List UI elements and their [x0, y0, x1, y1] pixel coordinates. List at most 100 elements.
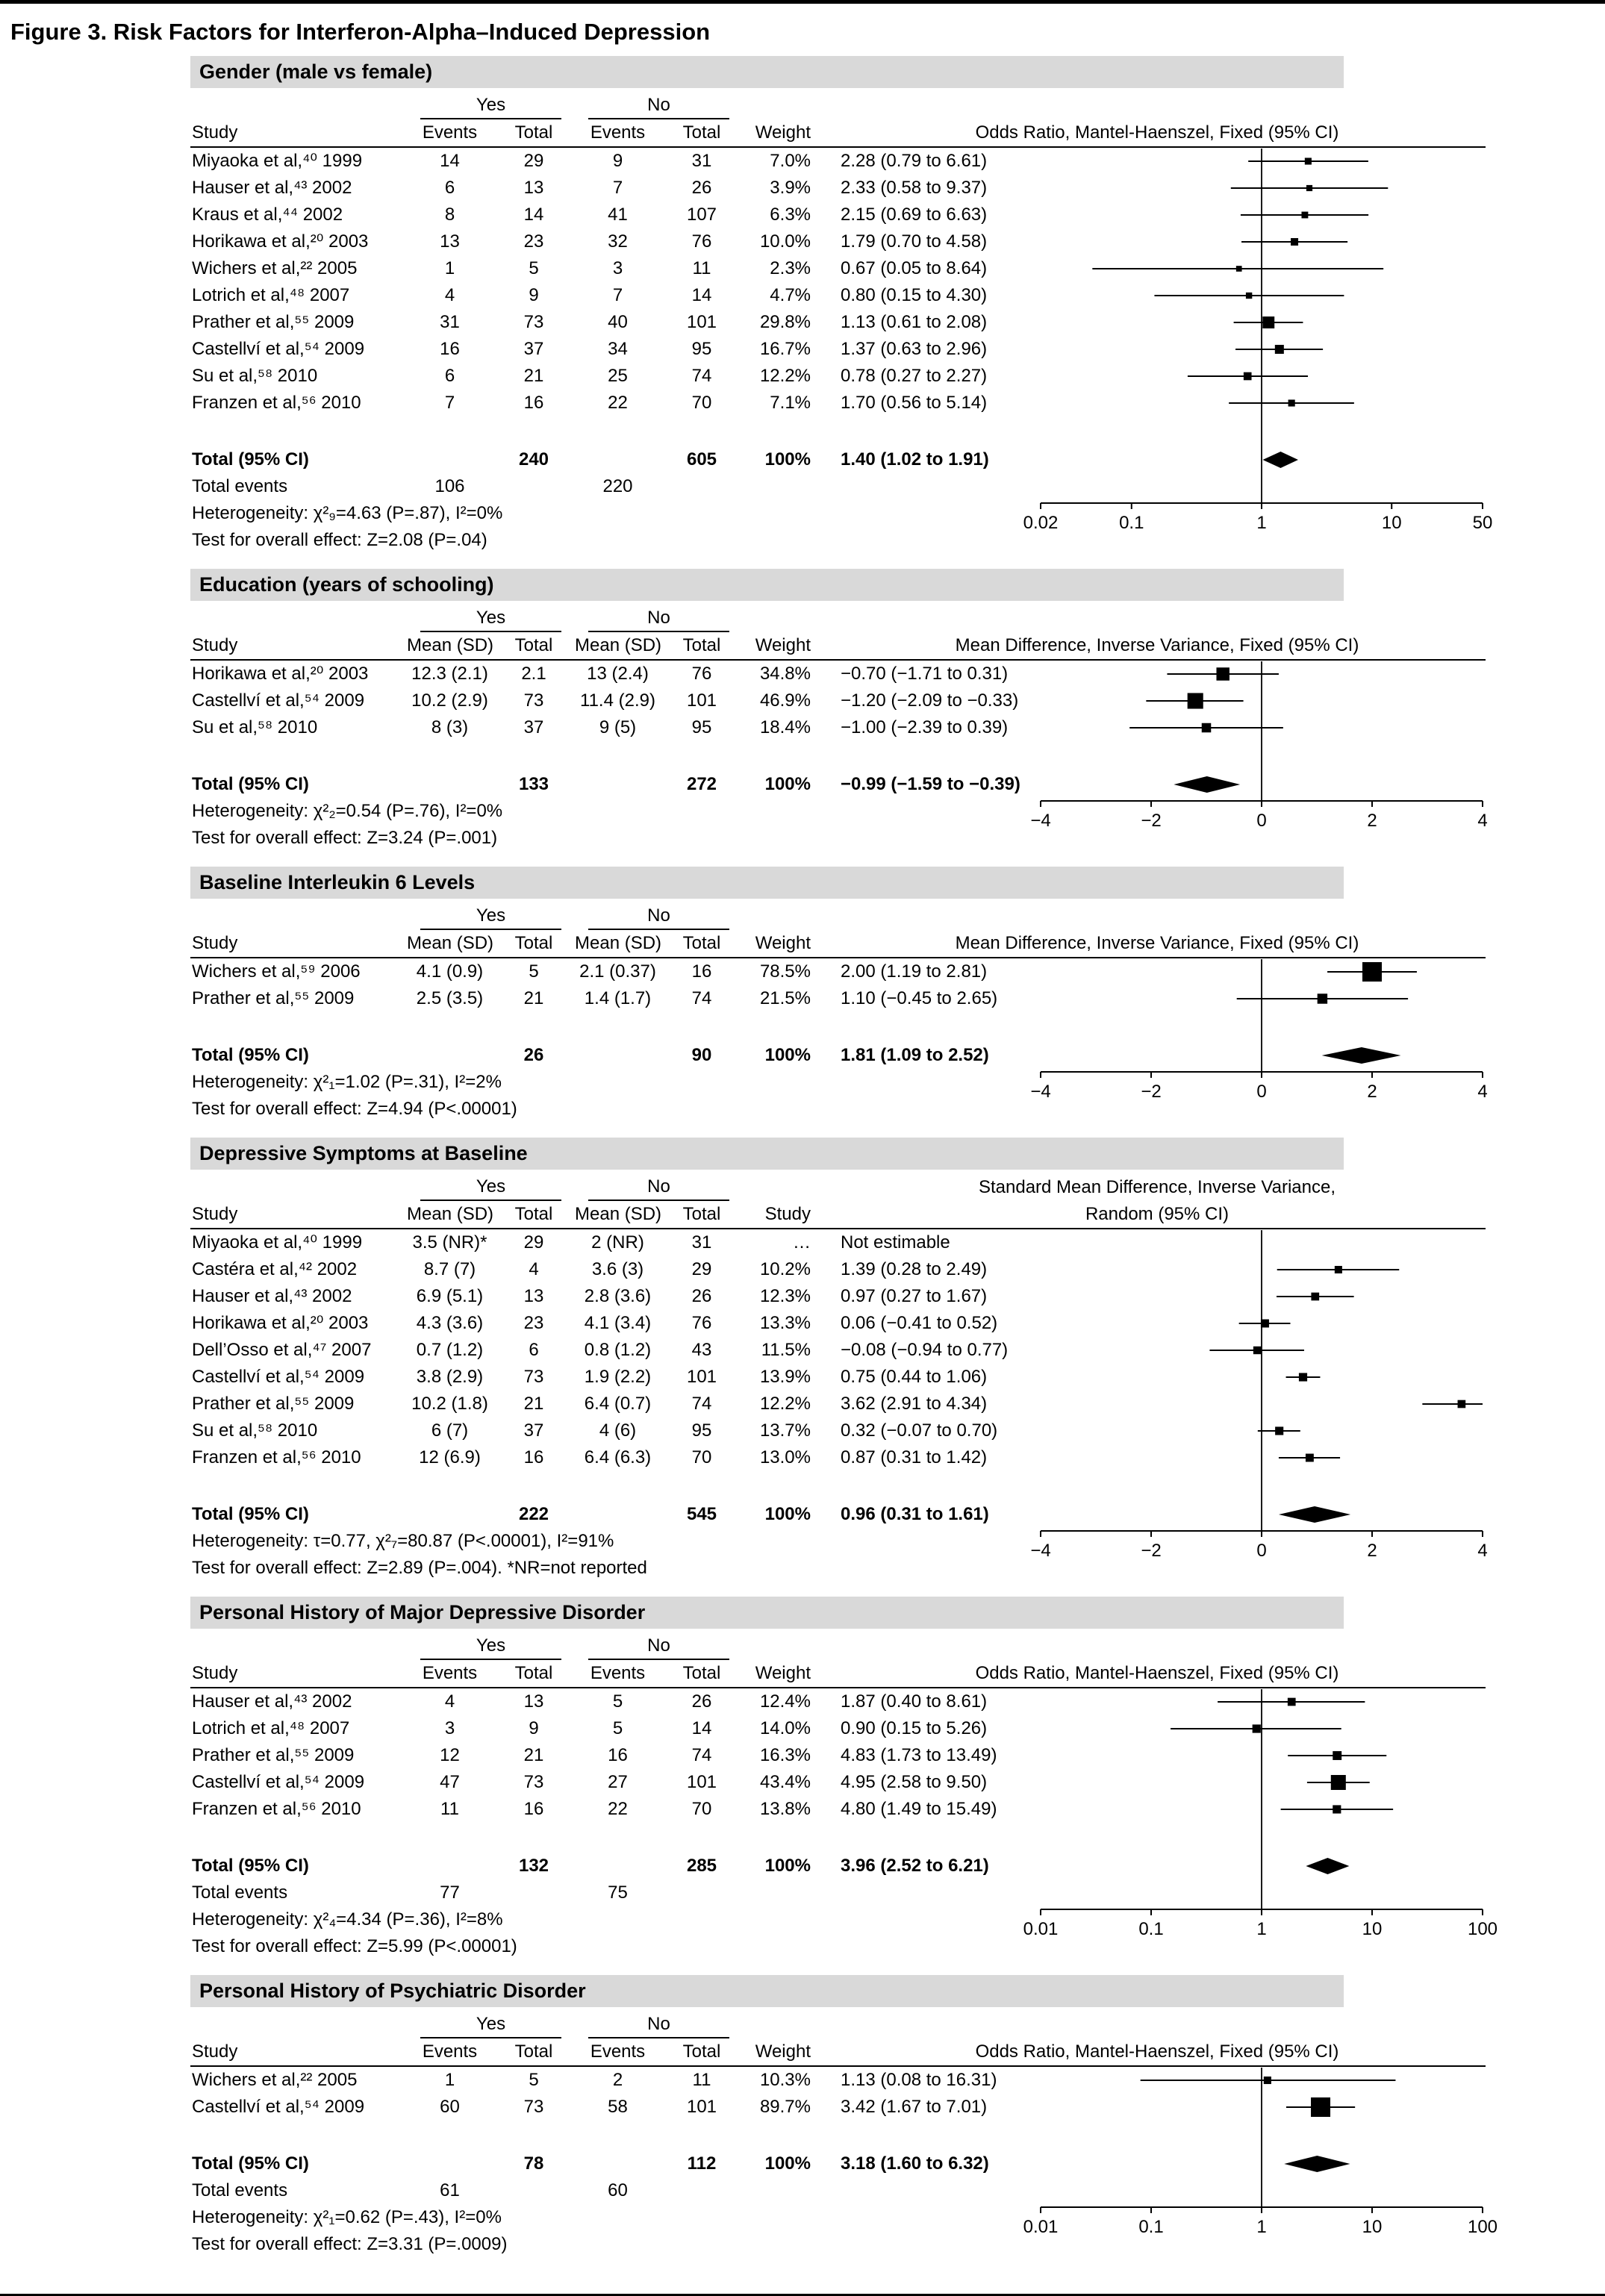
total-events-yes: 77: [440, 1882, 460, 1903]
group-header-row: Yes No: [190, 2012, 1486, 2038]
no-col2-cell: 43: [691, 1340, 712, 1360]
effect-header-top: [829, 1633, 1486, 1660]
study-row: Miyaoka et al,⁴⁰ 1999 3.5 (NR)* 29 2 (NR) 31…: [190, 1229, 1486, 1256]
weight-cell: 18.4%: [759, 717, 811, 737]
effect-header-bottom: Mean Difference, Inverse Variance, Fixed…: [955, 635, 1359, 655]
yes-col1-cell: 12.3 (2.1): [411, 664, 488, 684]
group-yes-label: Yes: [420, 1174, 561, 1201]
yes-col1-cell: 3: [444, 1718, 455, 1738]
overall-effect-row: Test for overall effect: Z=2.08 (P=.04): [190, 527, 1486, 554]
no-col2-cell: 31: [691, 151, 712, 171]
forest-grid: Yes No Study Events Total Events Total Weight Od…: [190, 93, 1492, 554]
total-row: Total (95% CI) 133 272 100% −0.99 (−1.59 to …: [190, 771, 1486, 798]
section-title: Education (years of schooling): [190, 569, 1344, 601]
total-no-spacer: [575, 1853, 661, 1879]
plot-cell: [1030, 175, 1486, 202]
total-weight-cell: 100%: [764, 1045, 811, 1065]
group-yes: Yes: [407, 605, 575, 632]
study-row: Castellví et al,⁵⁴ 2009 10.2 (2.9) 73 11.4 …: [190, 687, 1486, 714]
group-no: No: [575, 2012, 743, 2038]
study-row: Castéra et al,⁴² 2002 8.7 (7) 4 3.6 (3) 29 10…: [190, 1256, 1486, 1283]
total-plot-cell: [1030, 1042, 1486, 1069]
no-col2-cell: 70: [691, 1447, 712, 1467]
group-yes-label: Yes: [420, 903, 561, 930]
effect-cell: Not estimable: [841, 1232, 950, 1252]
study-cell: Franzen et al,⁵⁶ 2010: [192, 1447, 361, 1467]
group-no-label: No: [588, 605, 729, 632]
heterogeneity-row: Heterogeneity: τ=0.77, χ²₇=80.87 (P<.000…: [190, 1528, 1486, 1555]
col-header-yes-2: Total: [514, 635, 553, 655]
column-header-row: Study Events Total Events Total Weight Odds Ra…: [190, 2038, 1486, 2067]
plot-cell: [1030, 1337, 1486, 1364]
no-col1-cell: 22: [608, 393, 628, 413]
col-header-no-2: Total: [682, 1204, 721, 1224]
total-events-no: 60: [608, 2180, 628, 2200]
total-weight-cell: 100%: [764, 449, 811, 470]
total-events-spacer: [493, 473, 575, 500]
effect-cell: 0.67 (0.05 to 8.64): [841, 258, 988, 278]
total-events-spacer: [493, 2177, 575, 2204]
effect-cell: 2.15 (0.69 to 6.63): [841, 205, 988, 225]
col-header-yes-1: Mean (SD): [407, 635, 494, 655]
yes-col2-cell: 73: [523, 1367, 544, 1387]
no-col2-cell: 26: [691, 1691, 712, 1712]
column-header-row: Study Mean (SD) Total Mean (SD) Total Weight M…: [190, 632, 1486, 661]
heterogeneity-text: Heterogeneity: χ²₂=0.54 (P=.76), I²=0%: [192, 801, 503, 821]
col-header-yes-1: Mean (SD): [407, 1204, 494, 1224]
weight-cell: 10.0%: [759, 231, 811, 252]
col-header-yes-2: Total: [514, 2041, 553, 2062]
study-cell: Hauser et al,⁴³ 2002: [192, 1286, 352, 1306]
weight-cell: 2.3%: [770, 258, 811, 278]
weight-cell: 14.0%: [759, 1718, 811, 1738]
yes-col1-cell: 13: [440, 231, 460, 252]
col-header-no-1: Mean (SD): [575, 635, 662, 655]
total-events-spacer: [493, 1879, 575, 1906]
col-header-yes-1: Events: [422, 1663, 478, 1683]
study-cell: Castellví et al,⁵⁴ 2009: [192, 1367, 365, 1387]
study-cell: Prather et al,⁵⁵ 2009: [192, 312, 355, 332]
overall-effect-text: Test for overall effect: Z=3.24 (P=.001): [192, 828, 498, 848]
plot-cell: [1030, 202, 1486, 228]
group-yes-label: Yes: [420, 1633, 561, 1660]
no-col2-cell: 11: [692, 258, 711, 278]
no-col2-cell: 101: [686, 1772, 717, 1792]
effect-cell: −1.00 (−2.39 to 0.39): [841, 717, 1009, 737]
total-weight-cell: 100%: [764, 1504, 811, 1524]
group-header-spacer: [190, 1633, 407, 1660]
study-row: Kraus et al,⁴⁴ 2002 8 14 41 107 6.3% 2.15 (0.6…: [190, 202, 1486, 228]
study-row: Dell’Osso et al,⁴⁷ 2007 0.7 (1.2) 6 0.8 (1.…: [190, 1337, 1486, 1364]
group-header-row: Yes No Standard Mean Difference, Inverse V…: [190, 1174, 1486, 1201]
heterogeneity-row: Heterogeneity: χ²₁=1.02 (P=.31), I²=2%: [190, 1069, 1486, 1096]
group-no-label: No: [588, 903, 729, 930]
group-no-label: No: [588, 1174, 729, 1201]
total-events-yes: 61: [440, 2180, 460, 2200]
effect-cell: −0.08 (−0.94 to 0.77): [841, 1340, 1009, 1360]
overall-effect-text: Test for overall effect: Z=3.31 (P=.0009…: [192, 2234, 508, 2254]
no-col1-cell: 25: [608, 366, 628, 386]
col-header-weight: Weight: [755, 2041, 811, 2062]
study-row: Miyaoka et al,⁴⁰ 1999 14 29 9 31 7.0% 2.28 (0.…: [190, 148, 1486, 175]
plot-cell: [1030, 687, 1486, 714]
study-cell: Miyaoka et al,⁴⁰ 1999: [192, 151, 363, 171]
yes-col1-cell: 6 (7): [431, 1420, 469, 1441]
no-col1-cell: 2 (NR): [591, 1232, 644, 1252]
forest-grid: Yes No Study Mean (SD) Total Mean (SD) Total We…: [190, 605, 1488, 852]
study-cell: Wichers et al,²² 2005: [192, 258, 358, 278]
effect-header-bottom: Odds Ratio, Mantel-Haenszel, Fixed (95% …: [975, 122, 1339, 143]
no-col1-cell: 6.4 (0.7): [584, 1394, 652, 1414]
yes-col2-cell: 29: [523, 151, 544, 171]
total-row: Total (95% CI) 26 90 100% 1.81 (1.09 to 2.52…: [190, 1042, 1486, 1069]
plot-cell: [1030, 1688, 1486, 1715]
effect-cell: 0.97 (0.27 to 1.67): [841, 1286, 988, 1306]
yes-col2-cell: 2.1: [521, 664, 546, 684]
overall-effect-row: Test for overall effect: Z=2.89 (P=.004)…: [190, 1555, 1486, 1582]
total-no-cell: 90: [691, 1045, 712, 1065]
no-col1-cell: 5: [612, 1691, 623, 1712]
total-yes-cell: 78: [523, 2153, 544, 2174]
col-header-weight: Weight: [755, 122, 811, 143]
plot-cell: [1030, 309, 1486, 336]
forest-grid: Yes No Study Mean (SD) Total Mean (SD) Total We…: [190, 903, 1488, 1123]
weight-cell: 7.0%: [770, 151, 811, 171]
plot-cell: [1030, 363, 1486, 390]
weight-cell: 3.9%: [770, 178, 811, 198]
